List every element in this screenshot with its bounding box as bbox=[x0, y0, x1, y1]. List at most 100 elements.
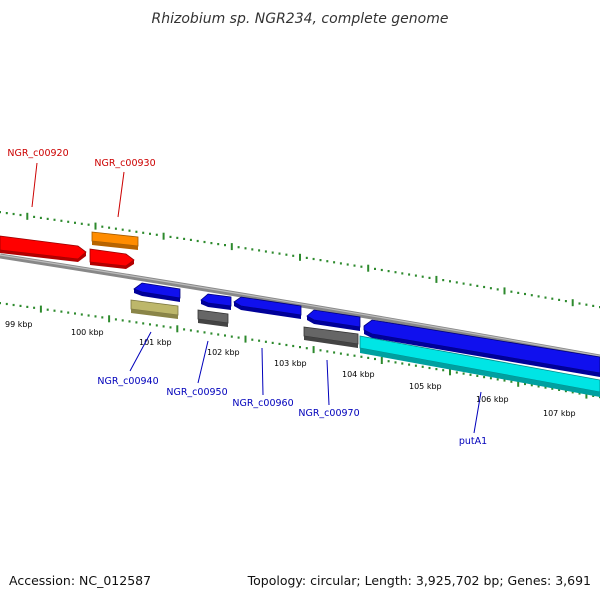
minor-tick bbox=[537, 385, 540, 388]
gene-label-NGR_c00920[interactable]: NGR_c00920 bbox=[7, 148, 68, 159]
minor-tick bbox=[421, 365, 424, 368]
minor-tick bbox=[128, 320, 131, 323]
minor-tick bbox=[414, 364, 417, 367]
minor-tick bbox=[292, 254, 295, 257]
minor-tick bbox=[387, 270, 390, 273]
minor-tick bbox=[19, 213, 22, 217]
minor-tick bbox=[462, 282, 465, 285]
gene-putA1[interactable] bbox=[359, 335, 600, 397]
minor-tick bbox=[469, 373, 472, 376]
minor-tick bbox=[203, 331, 206, 334]
gene-label-NGR_c00940[interactable]: NGR_c00940 bbox=[97, 376, 158, 387]
minor-tick bbox=[224, 244, 226, 247]
tick-label: 102 kbp bbox=[207, 348, 240, 357]
minor-tick bbox=[26, 305, 29, 308]
minor-tick bbox=[251, 248, 254, 251]
gene-label-NGR_c00970[interactable]: NGR_c00970 bbox=[298, 408, 359, 419]
minor-tick bbox=[155, 233, 158, 236]
tick-labels: 99 kbp 100 kbp 101 kbp 102 kbp 103 kbp 1… bbox=[5, 320, 576, 418]
minor-tick bbox=[0, 302, 1, 305]
tick-label: 107 kbp bbox=[543, 409, 576, 418]
gene-NGR_c00920[interactable] bbox=[0, 235, 87, 262]
minor-tick bbox=[183, 328, 186, 331]
gene-NGR_c00940[interactable] bbox=[133, 282, 181, 302]
minor-tick bbox=[564, 390, 567, 393]
minor-tick bbox=[264, 340, 267, 343]
minor-tick bbox=[374, 357, 376, 361]
minor-tick bbox=[428, 366, 431, 370]
minor-tick bbox=[380, 268, 383, 272]
major-tick bbox=[312, 346, 315, 354]
minor-tick bbox=[326, 260, 329, 263]
minor-tick bbox=[258, 339, 261, 342]
minor-tick bbox=[217, 333, 220, 336]
gene-NGR_c00920-part2[interactable] bbox=[89, 248, 135, 269]
minor-tick bbox=[60, 310, 63, 313]
minor-tick bbox=[353, 354, 356, 357]
minor-tick bbox=[12, 303, 15, 307]
major-tick bbox=[299, 253, 301, 261]
minor-tick bbox=[558, 388, 561, 391]
minor-tick bbox=[196, 239, 199, 243]
gene-label-NGR_c00950[interactable]: NGR_c00950 bbox=[166, 387, 227, 398]
tick-label: 104 kbp bbox=[342, 370, 375, 379]
minor-tick bbox=[401, 362, 404, 365]
minor-tick bbox=[271, 251, 274, 254]
tick-label: 103 kbp bbox=[274, 359, 307, 368]
minor-tick bbox=[564, 300, 567, 303]
minor-tick bbox=[346, 263, 349, 266]
gene-label-NGR_c00930[interactable]: NGR_c00930 bbox=[94, 158, 155, 169]
minor-tick bbox=[455, 371, 458, 374]
minor-tick bbox=[408, 363, 411, 366]
minor-tick bbox=[319, 259, 322, 262]
minor-tick bbox=[33, 306, 36, 309]
minor-tick bbox=[142, 231, 145, 234]
minor-tick bbox=[67, 311, 70, 314]
minor-tick bbox=[592, 304, 595, 307]
minor-tick bbox=[46, 217, 49, 220]
minor-tick bbox=[558, 298, 561, 301]
minor-tick bbox=[285, 343, 288, 347]
minor-tick bbox=[435, 368, 438, 371]
minor-tick bbox=[387, 360, 390, 363]
minor-tick bbox=[524, 292, 526, 296]
gene-NGR_c00940-khaki[interactable] bbox=[130, 299, 179, 319]
minor-tick bbox=[230, 335, 233, 338]
minor-tick bbox=[33, 215, 36, 218]
major-tick bbox=[585, 391, 588, 399]
minor-tick bbox=[53, 309, 56, 312]
major-tick bbox=[230, 243, 233, 251]
minor-tick bbox=[149, 232, 151, 235]
tick-label: 99 kbp bbox=[5, 320, 33, 329]
minor-tick bbox=[5, 212, 8, 215]
minor-tick bbox=[278, 342, 281, 345]
gene-label-putA1[interactable]: putA1 bbox=[459, 436, 487, 447]
major-tick bbox=[108, 315, 111, 323]
minor-tick bbox=[87, 314, 90, 317]
minor-tick bbox=[442, 369, 445, 372]
minor-tick bbox=[12, 212, 15, 216]
minor-tick bbox=[53, 218, 56, 221]
gene-putA1-blue[interactable] bbox=[363, 319, 600, 377]
minor-tick bbox=[217, 243, 220, 246]
minor-tick bbox=[455, 281, 458, 284]
minor-tick bbox=[128, 229, 131, 232]
gene-label-NGR_c00960[interactable]: NGR_c00960 bbox=[232, 398, 293, 409]
gene-NGR_c00970-blue[interactable] bbox=[306, 309, 361, 331]
minor-tick bbox=[251, 338, 254, 341]
major-tick bbox=[26, 212, 29, 220]
minor-tick bbox=[169, 235, 172, 238]
minor-tick bbox=[346, 353, 349, 356]
minor-tick bbox=[571, 391, 574, 394]
major-tick bbox=[94, 222, 97, 230]
gene-NGR_c00960[interactable] bbox=[233, 296, 302, 319]
backbone bbox=[0, 253, 600, 360]
gene-NGR_c00970[interactable] bbox=[303, 326, 359, 348]
gene-NGR_c00930[interactable] bbox=[91, 231, 139, 250]
gene-NGR_c00950-blue[interactable] bbox=[200, 293, 232, 310]
minor-tick bbox=[176, 236, 179, 239]
gene-NGR_c00950[interactable] bbox=[197, 309, 229, 327]
minor-tick bbox=[585, 303, 588, 306]
minor-tick bbox=[258, 249, 261, 252]
minor-tick bbox=[530, 294, 533, 297]
